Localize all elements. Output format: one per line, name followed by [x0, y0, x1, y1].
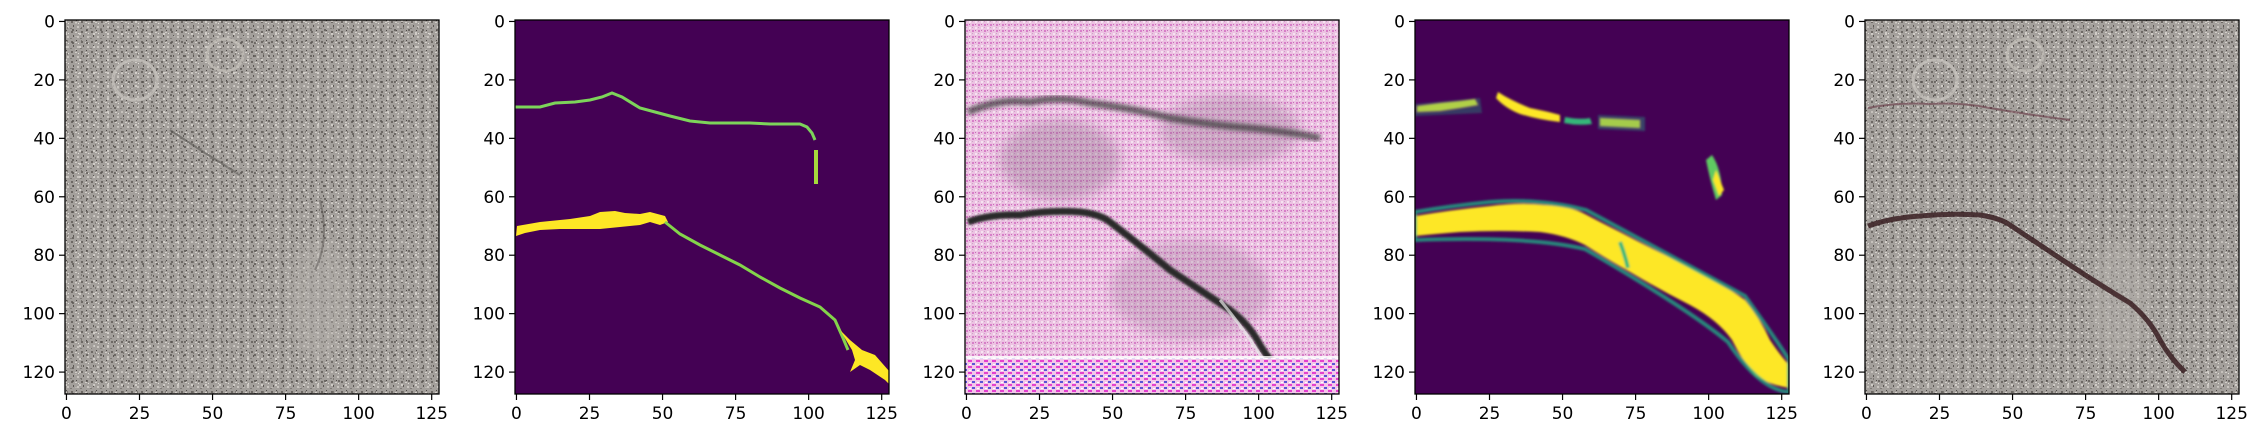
panel-1-image — [65, 20, 439, 394]
panel-3-image — [965, 20, 1339, 394]
panel-1-x-axis: 0 25 50 75 100 125 — [61, 394, 448, 424]
y-tick-label: 20 — [1383, 71, 1405, 91]
x-tick-label: 100 — [1242, 404, 1274, 424]
x-tick-label: 50 — [1102, 404, 1124, 424]
x-tick-label: 100 — [342, 404, 374, 424]
y-tick-label: 100 — [23, 305, 55, 325]
y-tick-label: 100 — [1823, 305, 1855, 325]
y-tick-label: 0 — [44, 12, 55, 32]
x-tick-label: 25 — [579, 404, 601, 424]
y-tick-label: 80 — [933, 246, 955, 266]
x-tick-label: 125 — [865, 404, 897, 424]
y-tick-label: 80 — [33, 246, 55, 266]
x-tick-label: 100 — [1692, 404, 1724, 424]
x-tick-label: 0 — [1861, 404, 1872, 424]
x-tick-label: 25 — [129, 404, 151, 424]
panel-1-y-axis: 0 20 40 60 80 100 120 — [23, 12, 65, 383]
panel-1-frame — [64, 19, 440, 395]
x-tick-label: 125 — [1315, 404, 1347, 424]
panel-3: 0 25 50 75 100 125 0 20 40 60 80 100 120 — [923, 12, 1348, 424]
y-tick-label: 40 — [933, 129, 955, 149]
y-tick-label: 0 — [1394, 12, 1405, 32]
y-tick-label: 60 — [1383, 188, 1405, 208]
y-tick-label: 40 — [33, 129, 55, 149]
panel-2-frame — [514, 19, 890, 395]
panel-5-y-axis: 0 20 40 60 80 100 120 — [1823, 12, 1865, 383]
x-tick-label: 0 — [961, 404, 972, 424]
y-tick-label: 60 — [1833, 188, 1855, 208]
panel-2-x-axis: 0 25 50 75 100 125 — [511, 394, 898, 424]
x-tick-label: 25 — [1929, 404, 1951, 424]
y-tick-label: 20 — [483, 71, 505, 91]
x-tick-label: 75 — [275, 404, 297, 424]
x-tick-label: 50 — [202, 404, 224, 424]
x-tick-label: 100 — [2142, 404, 2174, 424]
panel-5-x-axis: 0 25 50 75 100 125 — [1861, 394, 2248, 424]
y-tick-label: 60 — [33, 188, 55, 208]
y-tick-label: 40 — [483, 129, 505, 149]
y-tick-label: 80 — [483, 246, 505, 266]
x-tick-label: 100 — [792, 404, 824, 424]
panel-5-frame — [1864, 19, 2240, 395]
panel-2-image — [515, 20, 889, 394]
x-tick-label: 0 — [61, 404, 72, 424]
y-tick-label: 60 — [483, 188, 505, 208]
y-tick-label: 120 — [1373, 363, 1405, 383]
x-tick-label: 50 — [1552, 404, 1574, 424]
y-tick-label: 120 — [1823, 363, 1855, 383]
x-tick-label: 125 — [2215, 404, 2247, 424]
panel-4-y-axis: 0 20 40 60 80 100 120 — [1373, 12, 1415, 383]
panel-4-image — [1415, 20, 1789, 394]
x-tick-label: 75 — [1625, 404, 1647, 424]
y-tick-label: 120 — [473, 363, 505, 383]
panel-2-y-axis: 0 20 40 60 80 100 120 — [473, 12, 515, 383]
y-tick-label: 100 — [473, 305, 505, 325]
y-tick-label: 120 — [23, 363, 55, 383]
y-tick-label: 60 — [933, 188, 955, 208]
panel-5-image — [1865, 20, 2239, 394]
x-tick-label: 50 — [2002, 404, 2024, 424]
y-tick-label: 40 — [1833, 129, 1855, 149]
panel-3-x-axis: 0 25 50 75 100 125 — [961, 394, 1348, 424]
x-tick-label: 75 — [1175, 404, 1197, 424]
panel-4: 0 25 50 75 100 125 0 20 40 60 80 100 120 — [1373, 12, 1798, 424]
y-tick-label: 20 — [1833, 71, 1855, 91]
y-tick-label: 20 — [933, 71, 955, 91]
y-tick-label: 0 — [494, 12, 505, 32]
panel-3-frame — [964, 19, 1340, 395]
panel-2: 0 25 50 75 100 125 0 20 40 60 80 100 120 — [473, 12, 898, 424]
panel-4-x-axis: 0 25 50 75 100 125 — [1411, 394, 1798, 424]
x-tick-label: 50 — [652, 404, 674, 424]
y-tick-label: 0 — [944, 12, 955, 32]
y-tick-label: 100 — [923, 305, 955, 325]
x-tick-label: 75 — [725, 404, 747, 424]
x-tick-label: 125 — [1765, 404, 1797, 424]
panel-3-y-axis: 0 20 40 60 80 100 120 — [923, 12, 965, 383]
x-tick-label: 25 — [1029, 404, 1051, 424]
y-tick-label: 40 — [1383, 129, 1405, 149]
x-tick-label: 25 — [1479, 404, 1501, 424]
y-tick-label: 20 — [33, 71, 55, 91]
panel-5: 0 25 50 75 100 125 0 20 40 60 80 100 120 — [1823, 12, 2248, 424]
y-tick-label: 120 — [923, 363, 955, 383]
x-tick-label: 75 — [2075, 404, 2097, 424]
panel-4-frame — [1414, 19, 1790, 395]
x-tick-label: 0 — [1411, 404, 1422, 424]
x-tick-label: 125 — [415, 404, 447, 424]
x-tick-label: 0 — [511, 404, 522, 424]
panel-1: 0 25 50 75 100 125 0 20 40 60 80 100 120 — [23, 12, 448, 424]
y-tick-label: 0 — [1844, 12, 1855, 32]
y-tick-label: 80 — [1833, 246, 1855, 266]
y-tick-label: 100 — [1373, 305, 1405, 325]
y-tick-label: 80 — [1383, 246, 1405, 266]
